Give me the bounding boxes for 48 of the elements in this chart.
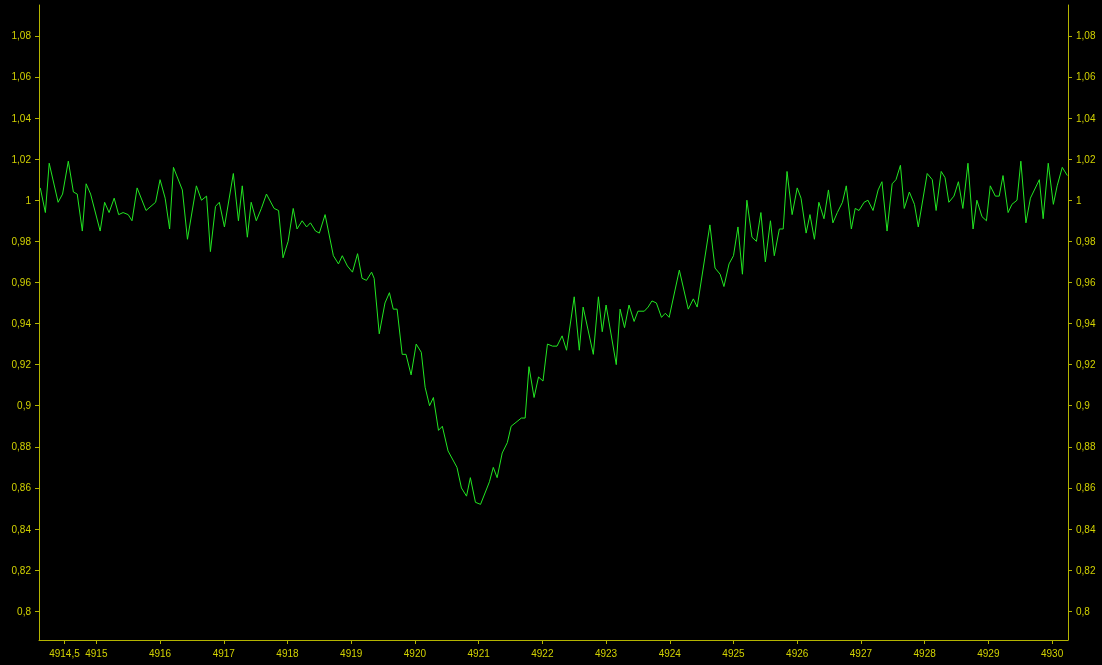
y-tick-label: 0,8 — [17, 605, 32, 617]
y-tick-label: 0,88 — [11, 441, 32, 453]
y-tick-label: 1,02 — [11, 153, 32, 165]
y2-tick-label: 0,88 — [1076, 441, 1096, 453]
y2-tick-label: 0,8 — [1076, 605, 1091, 617]
x-tick-label: 4915 — [85, 647, 108, 659]
y2-tick-label: 0,84 — [1076, 523, 1096, 535]
x-tick-label: 4918 — [276, 647, 300, 659]
y2-tick-label: 1,04 — [1076, 112, 1096, 124]
y-tick-label: 0,94 — [11, 318, 32, 330]
x-tick-label: 4914,5 — [49, 647, 81, 659]
x-tick-label: 4916 — [148, 647, 172, 659]
y2-tick-label: 0,94 — [1076, 318, 1096, 330]
y-tick-label: 0,86 — [11, 482, 32, 494]
y2-tick-label: 0,9 — [1076, 400, 1091, 412]
x-tick-label: 4919 — [340, 647, 363, 659]
x-tick-label: 4922 — [531, 647, 554, 659]
y2-tick-label: 0,86 — [1076, 482, 1096, 494]
x-tick-label: 4926 — [786, 647, 809, 659]
y2-tick-label: 0,92 — [1076, 359, 1096, 371]
y-tick-label: 0,98 — [11, 235, 32, 247]
y-tick-label: 1,04 — [11, 112, 32, 124]
y2-tick-label: 0,96 — [1076, 276, 1096, 288]
y2-tick-label: 0,98 — [1076, 235, 1096, 247]
y2-tick-label: 1,06 — [1076, 71, 1096, 83]
x-tick-label: 4930 — [1040, 647, 1064, 659]
line-series — [39, 160, 1068, 505]
y-tick-label: 0,92 — [11, 359, 32, 371]
x-tick-label: 4921 — [467, 647, 491, 659]
y-tick-label: 0,82 — [11, 564, 32, 576]
x-tick-label: 4925 — [722, 647, 746, 659]
y2-tick-label: 1,02 — [1076, 153, 1096, 165]
x-tick-label: 4928 — [913, 647, 937, 659]
y-tick-label: 1,08 — [11, 30, 32, 42]
x-tick-label: 4929 — [977, 647, 1000, 659]
y-tick-label: 1,06 — [11, 71, 32, 83]
x-tick-label: 4917 — [212, 647, 236, 659]
x-tick-label: 4923 — [594, 647, 618, 659]
y-tick-label: 0,84 — [11, 523, 32, 535]
y-tick-label: 1 — [25, 194, 32, 206]
x-tick-label: 4924 — [658, 647, 682, 659]
y2-tick-label: 1,08 — [1076, 30, 1096, 42]
y-tick-label: 0,9 — [17, 400, 32, 412]
y-tick-label: 0,96 — [11, 276, 32, 288]
x-tick-label: 4920 — [403, 647, 427, 659]
y2-tick-label: 0,82 — [1076, 564, 1096, 576]
x-tick-label: 4927 — [849, 647, 873, 659]
y2-tick-label: 1 — [1076, 194, 1082, 206]
